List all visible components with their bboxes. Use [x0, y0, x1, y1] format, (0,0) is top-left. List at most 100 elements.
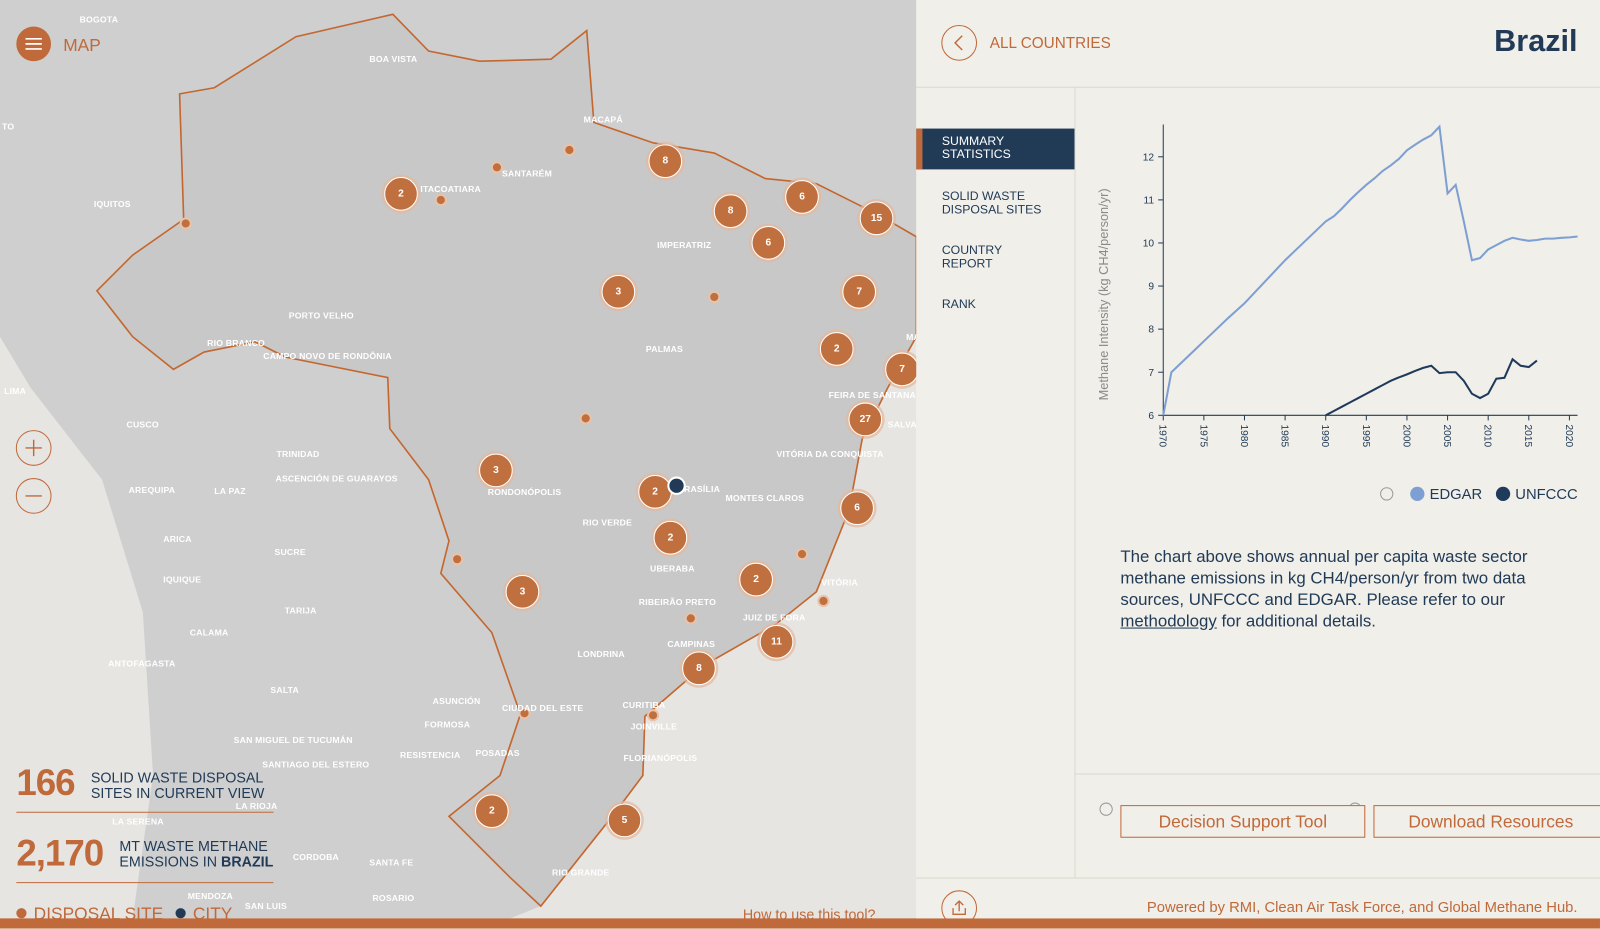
site-dot	[646, 709, 660, 722]
place-label: LA RIOJA	[236, 801, 278, 811]
place-label: PALMAS	[646, 344, 683, 354]
place-label: ASCENCIÓN DE GUARAYOS	[276, 473, 398, 484]
cluster-count: 2	[834, 343, 840, 354]
cluster-count: 2	[753, 574, 759, 585]
back-button[interactable]	[941, 24, 978, 61]
cluster[interactable]	[842, 274, 877, 309]
site-dot	[563, 143, 576, 157]
x-tick-label: 1995	[1360, 424, 1371, 447]
cluster[interactable]	[859, 201, 894, 236]
cluster[interactable]	[505, 574, 540, 609]
site-dot	[179, 217, 192, 230]
cluster[interactable]	[785, 180, 819, 214]
place-label: POSADAS	[476, 748, 520, 758]
stat-place: BRAZIL	[220, 853, 274, 870]
share-button[interactable]	[941, 890, 978, 927]
cluster-count: 6	[854, 503, 860, 514]
methodology-link[interactable]: methodology	[1120, 612, 1217, 631]
cluster-count: 3	[616, 286, 622, 297]
cluster-count: 3	[493, 465, 499, 476]
x-tick-label: 2005	[1441, 424, 1452, 447]
cluster-count: 8	[728, 206, 734, 217]
series-line	[1325, 357, 1538, 417]
zoom-in[interactable]	[15, 430, 52, 466]
site-dot	[795, 547, 809, 561]
nav-item[interactable]: SOLID WASTE DISPOSAL SITES	[941, 188, 1042, 217]
cluster[interactable]	[751, 226, 786, 260]
cluster-count: 2	[652, 486, 658, 497]
nav-item[interactable]: COUNTRY REPORT	[941, 242, 1002, 271]
divider	[1074, 86, 1076, 878]
cluster[interactable]	[819, 332, 854, 366]
place-label: SUCRE	[274, 547, 305, 557]
legend-label: EDGAR	[1430, 487, 1483, 503]
info-icon	[1380, 487, 1394, 501]
button[interactable]: Decision Support Tool	[1120, 805, 1366, 838]
place-label: BOGOTA	[80, 14, 119, 24]
place-label: FORMOSA	[424, 720, 470, 730]
y-tick-label: 6	[1148, 411, 1154, 422]
place-label: PORTO VELHO	[289, 310, 354, 320]
cluster-count: 8	[696, 663, 702, 674]
place-label: MACAPÁ	[584, 114, 624, 124]
zoom-out[interactable]	[15, 478, 52, 514]
x-tick-label: 2015	[1522, 424, 1533, 447]
place-label: TARIJA	[285, 605, 317, 615]
nav-item[interactable]: SUMMARY STATISTICS	[916, 128, 1075, 170]
cluster[interactable]	[479, 453, 513, 488]
place-label: ITACOATIARA	[420, 184, 481, 194]
place-label: UBERABA	[650, 563, 695, 573]
button[interactable]: Download Resources	[1373, 805, 1600, 838]
place-label: LA SERENA	[112, 816, 164, 826]
x-tick-label: 2020	[1563, 424, 1574, 447]
cluster[interactable]	[607, 803, 642, 838]
x-tick-label: 2000	[1400, 424, 1411, 447]
cluster[interactable]	[474, 794, 509, 829]
place-label: IQUITOS	[94, 199, 131, 209]
cluster[interactable]	[739, 562, 773, 597]
place-label: SANTA FE	[369, 857, 413, 867]
cluster[interactable]	[713, 194, 748, 229]
y-tick-label: 9	[1148, 282, 1154, 293]
site-dot	[817, 594, 830, 608]
place-label: JUIZ DE FORA	[743, 612, 806, 622]
place-label: RIBEIRÃO PRETO	[639, 597, 716, 607]
stat-label: MT WASTE METHANE EMISSIONS IN BRAZIL	[119, 838, 282, 870]
chart: 6 7 8 9 10 11 12 1970 1975 1980 1985 1990 1995 2000 20…	[1096, 124, 1578, 503]
place-label: IQUIQUE	[163, 575, 201, 585]
place-label: AREQUIPA	[129, 485, 176, 495]
legend-dot	[175, 908, 186, 919]
cluster[interactable]	[840, 491, 874, 525]
cluster-count: 7	[856, 286, 862, 297]
description-tail: for additional details.	[1221, 612, 1376, 631]
site-dot	[579, 412, 592, 425]
y-tick-label: 7	[1148, 368, 1154, 379]
city-marker[interactable]	[667, 476, 686, 495]
cluster-count: 6	[799, 191, 805, 202]
cluster[interactable]	[759, 624, 794, 659]
cluster-count: 2	[489, 806, 495, 817]
bottom-bar	[0, 918, 1600, 929]
cluster-count: 2	[398, 188, 404, 199]
cluster[interactable]	[653, 520, 688, 555]
cluster[interactable]	[848, 402, 883, 437]
place-label: BRASÍLIA	[678, 484, 721, 494]
x-tick-label: 2010	[1482, 424, 1493, 447]
country-title: Brazil	[1494, 24, 1578, 59]
cluster[interactable]	[601, 274, 636, 309]
cluster[interactable]	[648, 144, 683, 179]
description-text: The chart above shows annual per capita …	[1120, 547, 1528, 610]
place-label: SALVADOR	[888, 420, 917, 430]
place-label: TRINIDAD	[277, 449, 320, 459]
nav-item[interactable]: RANK	[941, 296, 976, 312]
cluster-count: 3	[520, 586, 526, 597]
stat-value: 2,170	[16, 831, 104, 874]
x-tick-label: 1990	[1319, 424, 1330, 447]
cluster[interactable]	[682, 651, 716, 686]
cluster[interactable]	[384, 177, 418, 211]
cluster[interactable]	[885, 352, 917, 387]
back-link[interactable]: ALL COUNTRIES	[989, 34, 1111, 53]
